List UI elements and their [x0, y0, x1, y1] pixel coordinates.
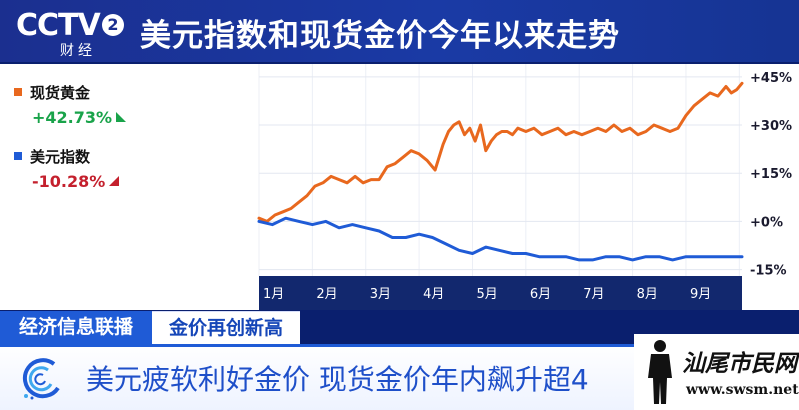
line-chart: +45% +30% +15% +0% -15% 1月 2月 3月 4月 5月 6月 7月 8月 9月	[257, 64, 792, 310]
swirl-logo-icon	[22, 358, 60, 400]
y-tick-label: +0%	[750, 215, 783, 230]
chart-panel: +45% +30% +15% +0% -15% 1月 2月 3月 4月 5月 6月 7月 8月 9月 现货…	[0, 64, 799, 310]
x-tick-label: 4月	[423, 287, 444, 302]
page-title: 美元指数和现货金价今年以来走势	[140, 18, 620, 54]
header-bar: CCTV 2 财经 美元指数和现货金价今年以来走势	[0, 0, 799, 62]
cctv-logo: CCTV 2 财经	[16, 8, 134, 59]
x-tick-label: 1月	[263, 287, 284, 302]
person-silhouette-icon	[648, 340, 672, 404]
legend-usd-label: 美元指数	[30, 147, 91, 166]
logo-text: CCTV	[16, 8, 101, 43]
program-tag: 经济信息联播	[0, 311, 152, 344]
y-tick-label: -15%	[750, 264, 787, 279]
usd-change-value: -10.28%	[32, 171, 106, 191]
headline-text: 美元疲软利好金价 现货金价年内飙升超4	[86, 363, 589, 396]
x-tick-label: 8月	[637, 287, 658, 302]
watermark-url: www.swsm.net	[686, 382, 799, 398]
legend-usd-change: -10.28%	[32, 169, 126, 193]
down-triangle-icon	[109, 176, 120, 186]
x-axis-band	[259, 276, 742, 310]
y-tick-label: +45%	[750, 71, 792, 86]
gold-change-value: +42.73%	[32, 107, 113, 127]
up-triangle-icon	[116, 112, 127, 122]
gold-series-line	[257, 81, 744, 223]
topic-tag: 金价再创新高	[152, 311, 300, 344]
x-tick-label: 7月	[583, 287, 604, 302]
x-tick-label: 3月	[370, 287, 391, 302]
legend-gold: 现货黄金	[14, 79, 126, 105]
usd-swatch-icon	[14, 152, 22, 160]
watermark: 汕尾市民网 www.swsm.net	[634, 334, 799, 410]
y-tick-label: +15%	[750, 167, 792, 182]
logo-sub: 财经	[60, 43, 96, 59]
plot-area	[259, 64, 742, 276]
y-tick-label: +30%	[750, 119, 792, 134]
gold-swatch-icon	[14, 88, 22, 96]
x-tick-label: 6月	[530, 287, 551, 302]
watermark-name: 汕尾市民网	[682, 350, 797, 377]
legend-usd: 美元指数	[14, 143, 126, 169]
legend: 现货黄金 +42.73% 美元指数 -10.28%	[14, 79, 127, 193]
legend-gold-change: +42.73%	[32, 105, 127, 129]
x-tick-label: 5月	[476, 287, 497, 302]
logo-number: 2	[102, 14, 124, 36]
x-tick-label: 2月	[316, 287, 337, 302]
usd-series-line	[257, 216, 744, 262]
x-tick-label: 9月	[690, 287, 711, 302]
legend-gold-label: 现货黄金	[30, 83, 91, 102]
